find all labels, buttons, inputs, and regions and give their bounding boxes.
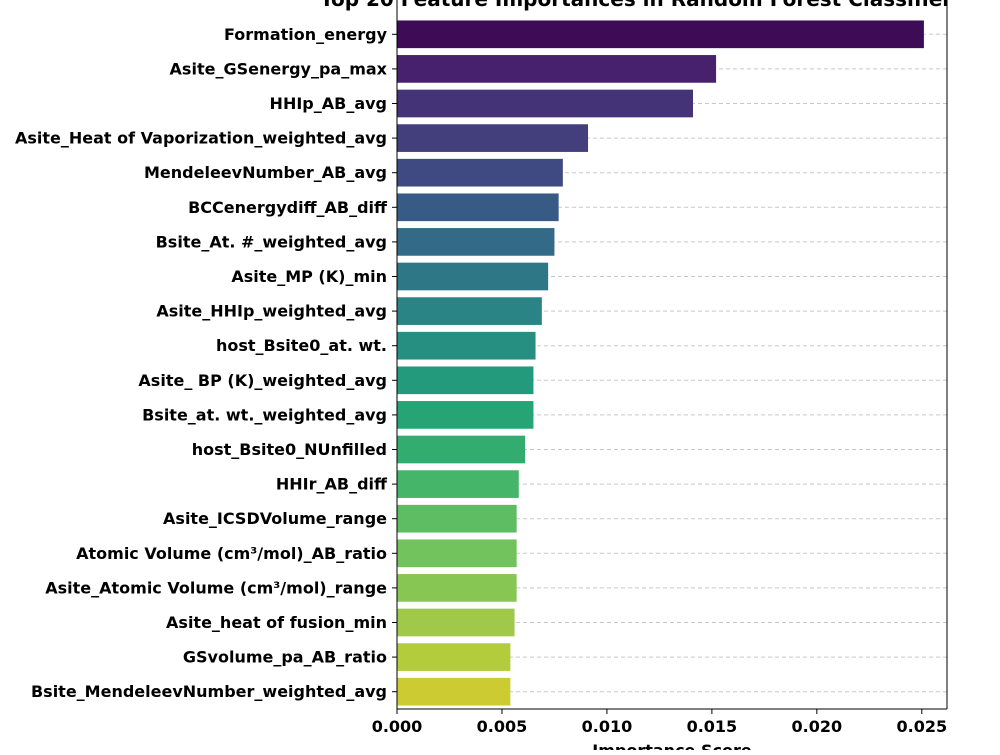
bars: [397, 20, 924, 706]
category-label: Bsite_at. wt._weighted_avg: [142, 405, 387, 424]
category-label: GSvolume_pa_AB_ratio: [183, 648, 387, 667]
category-label: Asite_heat of fusion_min: [166, 613, 387, 632]
bar: [397, 89, 693, 118]
category-label: MendeleevNumber_AB_avg: [144, 163, 387, 182]
category-labels: Formation_energy Asite_GSenergy_pa_max HHI…: [15, 25, 388, 701]
bar: [397, 228, 555, 256]
axes: 0.000 0.005 0.010 0.015 0.020 0.025: [372, 0, 948, 736]
bar: [397, 435, 526, 464]
x-tick-label: 0.005: [477, 717, 528, 736]
category-label: HHIp_AB_avg: [270, 94, 387, 113]
category-label: Asite_HHIp_weighted_avg: [156, 302, 387, 321]
bar: [397, 608, 515, 637]
x-tick-label: 0.020: [792, 717, 843, 736]
bar: [397, 539, 517, 568]
category-label: Asite_MP (K)_min: [231, 267, 387, 286]
x-tick-label: 0.000: [372, 717, 423, 736]
category-label: BCCenergydiff_AB_diff: [188, 198, 388, 217]
bar: [397, 124, 589, 152]
bar: [397, 470, 519, 498]
bar: [397, 193, 559, 222]
x-axis-title: Importance Score: [592, 741, 752, 750]
bar: [397, 401, 534, 429]
bar: [397, 55, 717, 83]
x-tick-label: 0.015: [687, 717, 738, 736]
category-label: Asite_ BP (K)_weighted_avg: [138, 371, 387, 390]
bar: [397, 158, 563, 187]
category-label: Bsite_MendeleevNumber_weighted_avg: [31, 682, 387, 701]
category-label: Asite_Heat of Vaporization_weighted_avg: [15, 129, 387, 148]
bar: [397, 366, 534, 395]
category-label: Asite_GSenergy_pa_max: [170, 59, 388, 78]
chart-title: Top 20 Feature Importances in Random For…: [320, 0, 952, 11]
category-label: Asite_Atomic Volume (cm³/mol)_range: [45, 578, 387, 597]
bar: [397, 504, 517, 533]
category-label: Formation_energy: [224, 25, 388, 44]
category-label: host_Bsite0_NUnfilled: [192, 440, 387, 459]
x-tick-label: 0.010: [582, 717, 633, 736]
bar: [397, 331, 536, 360]
bar: [397, 262, 549, 291]
category-label: Atomic Volume (cm³/mol)_AB_ratio: [76, 544, 387, 563]
bar: [397, 297, 542, 325]
x-tick-label: 0.025: [897, 717, 948, 736]
bar: [397, 677, 511, 706]
bar: [397, 574, 517, 602]
category-label: Bsite_At. #_weighted_avg: [156, 232, 387, 251]
category-label: Asite_ICSDVolume_range: [163, 509, 387, 528]
category-label: host_Bsite0_at. wt.: [216, 336, 387, 355]
bar: [397, 643, 511, 671]
bar: [397, 20, 924, 49]
category-label: HHIr_AB_diff: [276, 475, 388, 494]
